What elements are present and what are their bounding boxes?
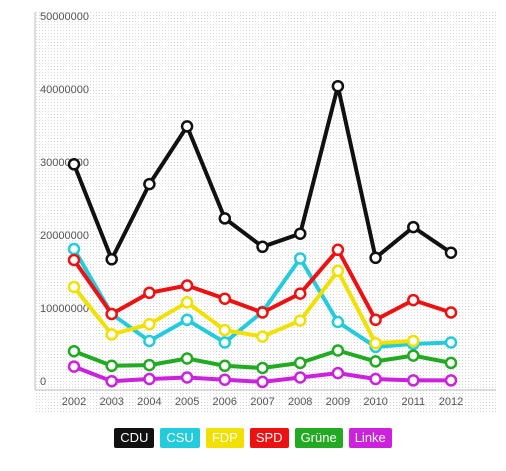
data-point [444,374,458,387]
legend-item-fdp: FDP [205,428,244,448]
y-tick-label: 40000000 [40,84,89,96]
y-tick-label: 50000000 [40,11,89,23]
data-point [331,366,345,380]
data-point [143,358,156,372]
x-tick-label: 2005 [175,396,199,408]
data-point [369,336,382,350]
data-point [143,317,156,331]
legend-item-spd: SPD [249,428,289,448]
series-grüne [67,344,458,375]
data-point [256,306,269,319]
x-tick-label: 2009 [326,396,350,408]
data-point [218,359,232,373]
data-point [143,334,156,348]
x-tick-label: 2008 [288,396,312,408]
data-point [293,287,307,300]
y-tick-label: 10000000 [40,303,89,315]
data-point [407,293,420,307]
legend-item-cdu: CDU [114,428,155,448]
data-point [444,246,458,259]
data-point [67,253,81,267]
data-point [256,361,269,375]
data-point [256,330,269,343]
x-tick-label: 2012 [439,396,463,408]
data-point [331,264,345,278]
data-point [180,313,194,327]
data-point [293,314,307,327]
legend-item-grüne: Grüne [294,428,343,448]
data-point [407,334,420,348]
series-cdu [67,79,458,266]
y-tick-label: 20000000 [40,230,89,242]
data-point [407,349,420,362]
data-point [331,344,345,357]
x-tick-label: 2010 [363,396,387,408]
data-point [67,158,81,171]
data-point [331,79,345,93]
series-fdp [67,264,420,350]
data-point [256,375,269,389]
y-tick-label: 30000000 [40,157,89,169]
data-point [143,286,156,300]
data-point [105,307,118,321]
data-point [105,328,118,341]
x-tick-label: 2011 [401,396,425,408]
data-point [293,227,307,240]
data-point [67,280,81,294]
series-spd [67,243,458,327]
data-point [180,120,194,133]
data-point [293,371,307,384]
data-point [218,212,232,225]
data-point [369,372,382,386]
data-point [67,344,81,358]
series-line [72,268,416,346]
legend-item-linke: Linke [348,428,392,448]
x-tick-label: 2003 [99,396,123,408]
legend-item-csu: CSU [160,428,200,448]
data-point [180,371,194,384]
legend: CDU CSU FDP SPD Grüne Linke [0,428,506,448]
plot-background [35,12,496,412]
data-point [256,240,269,254]
data-point [67,242,81,256]
data-point [218,336,232,349]
y-tick-label: 0 [40,376,46,388]
data-point [218,323,232,337]
data-point [105,359,118,373]
x-tick-label: 2006 [213,396,237,408]
data-point [293,356,307,370]
data-point [293,252,307,265]
data-point [105,253,118,266]
data-point [180,352,194,365]
data-point [331,315,345,329]
series-linke [67,360,458,389]
data-point [407,374,420,387]
data-point [331,243,345,257]
data-point [444,306,458,319]
data-point [444,356,458,370]
data-point [143,177,156,191]
x-tick-label: 2004 [137,396,161,408]
data-point [143,372,156,386]
data-point [105,374,118,388]
data-point [218,292,232,305]
x-tick-label: 2007 [250,396,274,408]
x-tick-label: 2002 [62,396,86,408]
data-point [369,251,382,265]
data-point [369,355,382,368]
data-point [444,336,458,349]
data-point [180,279,194,292]
data-point [67,360,81,373]
data-point [218,373,232,386]
data-point [407,220,420,234]
data-point [180,296,194,309]
data-point [369,313,382,327]
